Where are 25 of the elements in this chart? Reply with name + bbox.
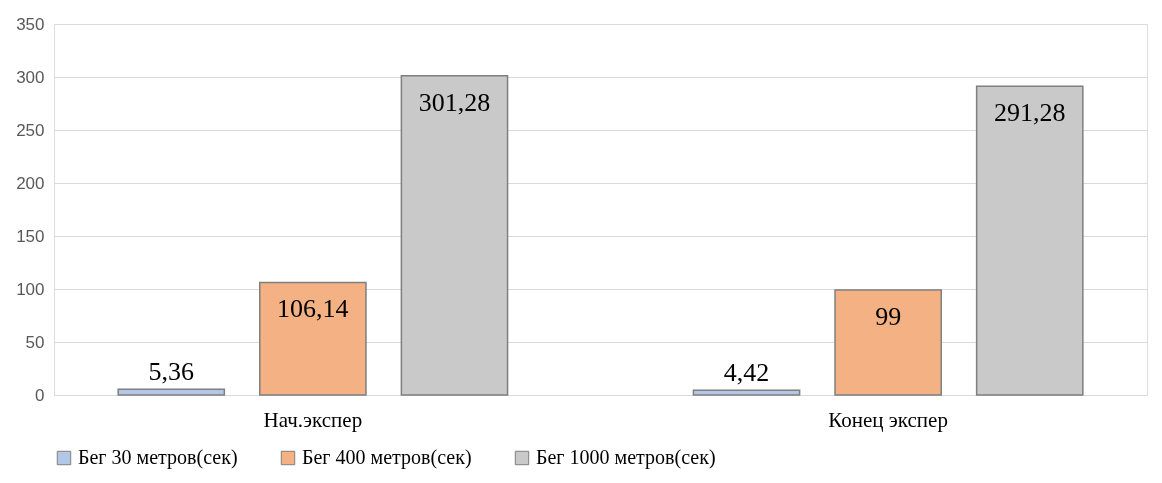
y-tick-label: 100	[16, 279, 45, 299]
data-label: 99	[875, 302, 902, 332]
legend-label: Бег 400 метров(сек)	[302, 446, 472, 469]
bar	[692, 389, 801, 396]
bar	[400, 74, 509, 396]
data-label: 5,36	[148, 357, 195, 387]
bar	[834, 289, 942, 396]
y-tick-label: 350	[16, 14, 45, 34]
y-tick-label: 50	[25, 332, 45, 352]
y-tick-label: 300	[16, 67, 45, 87]
data-label: 291,28	[993, 98, 1066, 128]
x-tick-label: Конец экспер	[828, 407, 948, 432]
legend-label: Бег 30 метров(сек)	[78, 446, 238, 469]
y-tick-label: 250	[16, 120, 45, 140]
x-tick-label: Нач.экспер	[263, 407, 363, 432]
legend-label: Бег 1000 метров(сек)	[536, 446, 716, 469]
bar	[975, 85, 1084, 396]
bar	[259, 281, 367, 396]
data-label: 301,28	[418, 87, 491, 117]
data-label: 106,14	[277, 294, 349, 324]
y-tick-label: 0	[35, 385, 45, 405]
y-tick-label: 150	[16, 226, 45, 246]
data-label: 4,42	[723, 358, 770, 388]
bar	[117, 388, 226, 396]
y-tick-label: 200	[16, 173, 45, 193]
